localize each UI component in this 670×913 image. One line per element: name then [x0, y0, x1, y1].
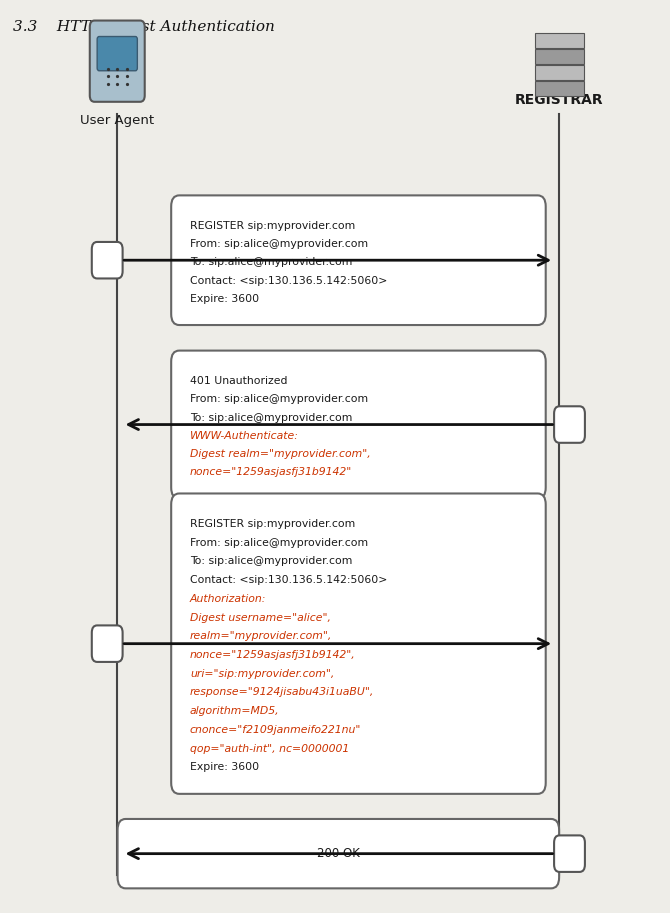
Text: To: sip:alice@myprovider.com: To: sip:alice@myprovider.com — [190, 257, 352, 268]
Text: From: sip:alice@myprovider.com: From: sip:alice@myprovider.com — [190, 239, 368, 249]
Bar — [535, 81, 584, 96]
Text: realm="myprovider.com",: realm="myprovider.com", — [190, 632, 332, 641]
Text: From: sip:alice@myprovider.com: From: sip:alice@myprovider.com — [190, 394, 368, 404]
FancyBboxPatch shape — [172, 195, 545, 325]
Text: uri="sip:myprovider.com",: uri="sip:myprovider.com", — [190, 668, 334, 678]
Text: Alice: Alice — [101, 89, 133, 102]
FancyBboxPatch shape — [172, 493, 545, 794]
Text: 3.3    HTTP Digest Authentication: 3.3 HTTP Digest Authentication — [13, 20, 275, 34]
Text: response="9124jisabu43i1uaBU",: response="9124jisabu43i1uaBU", — [190, 687, 375, 698]
Text: User Agent: User Agent — [80, 114, 154, 127]
Bar — [535, 33, 584, 48]
Text: 401 Unauthorized: 401 Unauthorized — [190, 376, 287, 386]
Text: REGISTER sip:myprovider.com: REGISTER sip:myprovider.com — [190, 519, 355, 529]
Text: nonce="1259asjasfj31b9142",: nonce="1259asjasfj31b9142", — [190, 650, 356, 660]
Text: To: sip:alice@myprovider.com: To: sip:alice@myprovider.com — [190, 413, 352, 423]
Text: REGISTRAR: REGISTRAR — [515, 93, 604, 107]
Text: From: sip:alice@myprovider.com: From: sip:alice@myprovider.com — [190, 538, 368, 548]
Bar — [535, 65, 584, 80]
FancyBboxPatch shape — [554, 406, 585, 443]
FancyBboxPatch shape — [118, 819, 559, 888]
FancyBboxPatch shape — [92, 625, 123, 662]
FancyBboxPatch shape — [554, 835, 585, 872]
Text: WWW-Authenticate:: WWW-Authenticate: — [190, 431, 299, 441]
Text: Digest realm="myprovider.com",: Digest realm="myprovider.com", — [190, 449, 371, 459]
Text: Contact: <sip:130.136.5.142:5060>: Contact: <sip:130.136.5.142:5060> — [190, 276, 387, 286]
Text: Authorization:: Authorization: — [190, 594, 266, 603]
FancyBboxPatch shape — [90, 21, 145, 102]
Text: Expire: 3600: Expire: 3600 — [190, 294, 259, 304]
FancyBboxPatch shape — [92, 242, 123, 278]
Text: To: sip:alice@myprovider.com: To: sip:alice@myprovider.com — [190, 557, 352, 566]
Text: nonce="1259asjasfj31b9142": nonce="1259asjasfj31b9142" — [190, 467, 352, 477]
Text: cnonce="f2109janmeifo221nu": cnonce="f2109janmeifo221nu" — [190, 725, 361, 735]
FancyBboxPatch shape — [172, 351, 545, 498]
Text: 200 OK: 200 OK — [317, 847, 360, 860]
Text: REGISTER sip:myprovider.com: REGISTER sip:myprovider.com — [190, 221, 355, 231]
Text: Digest username="alice",: Digest username="alice", — [190, 613, 331, 623]
Text: Contact: <sip:130.136.5.142:5060>: Contact: <sip:130.136.5.142:5060> — [190, 575, 387, 585]
Bar — [535, 49, 584, 64]
FancyBboxPatch shape — [97, 37, 137, 71]
Text: qop="auth-int", nc=0000001: qop="auth-int", nc=0000001 — [190, 743, 349, 753]
Text: algorithm=MD5,: algorithm=MD5, — [190, 707, 279, 716]
Text: Expire: 3600: Expire: 3600 — [190, 762, 259, 772]
